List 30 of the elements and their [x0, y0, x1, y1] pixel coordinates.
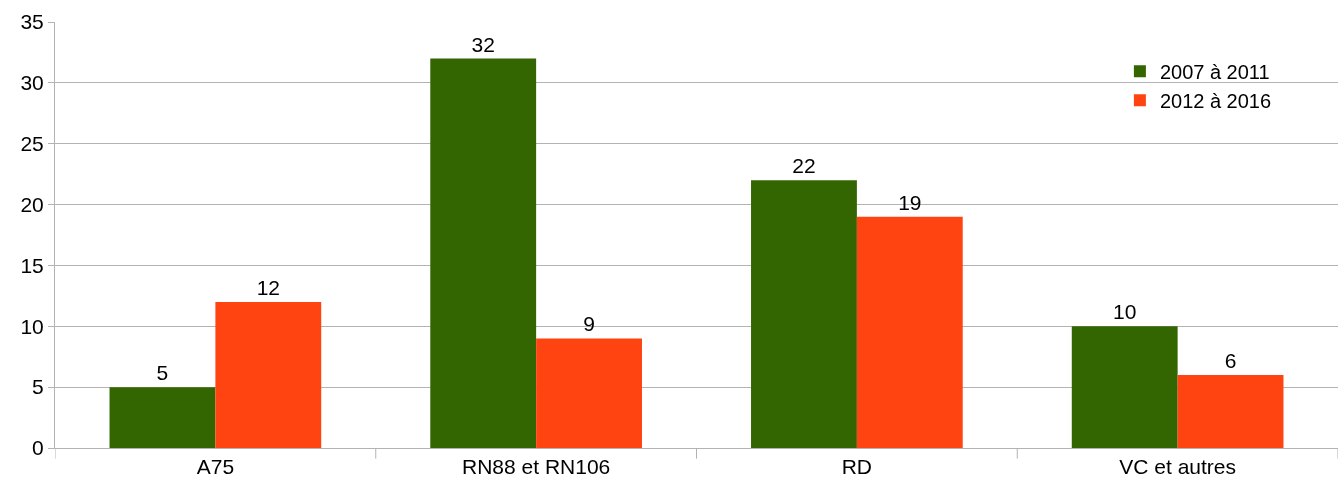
data-label: 6: [1224, 348, 1237, 372]
y-tick-label: 35: [20, 10, 44, 34]
y-tick-label: 0: [32, 436, 44, 460]
data-label: 9: [583, 312, 595, 336]
bar: [751, 180, 857, 448]
data-label: 5: [156, 361, 169, 385]
y-tick-label: 15: [20, 253, 44, 277]
bar: [215, 301, 322, 448]
bar: [1177, 374, 1284, 448]
bar: [109, 387, 216, 448]
y-tick-label: 20: [20, 192, 44, 216]
y-tick-label: 25: [20, 132, 44, 156]
bar: [430, 58, 537, 448]
data-label: 22: [792, 154, 816, 178]
y-tick-label: 30: [20, 71, 44, 95]
data-label: 19: [898, 190, 922, 214]
x-tick-label: RD: [841, 455, 873, 479]
legend-label: 2012 à 2016: [1159, 90, 1272, 113]
y-tick-label: 5: [32, 375, 44, 399]
data-label: 12: [256, 275, 280, 299]
data-label: 32: [471, 32, 495, 56]
bar: [856, 216, 963, 448]
y-tick-label: 10: [20, 314, 44, 338]
bar: [1071, 326, 1178, 448]
bar: [536, 338, 642, 448]
x-tick-label: VC et autres: [1119, 455, 1236, 479]
x-tick-label: A75: [196, 455, 235, 479]
x-tick-label: RN88 et RN106: [462, 455, 611, 479]
legend-label: 2007 à 2011: [1159, 61, 1270, 84]
data-label: 10: [1113, 300, 1137, 324]
